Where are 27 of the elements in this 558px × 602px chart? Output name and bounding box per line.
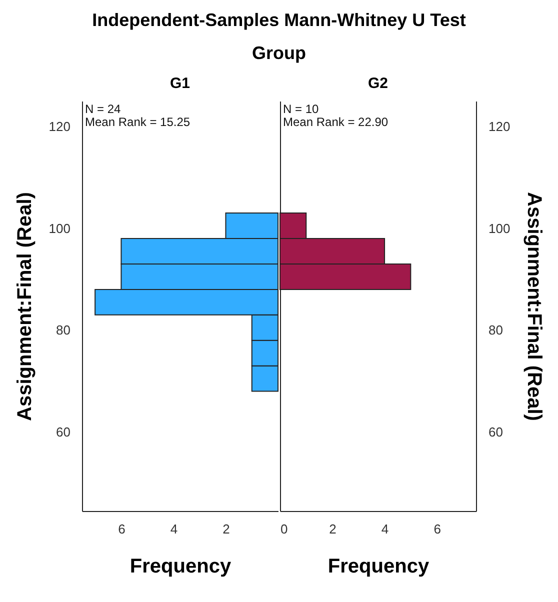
annotation: Mean Rank = 22.90	[283, 115, 388, 129]
x-tick-label: 2	[329, 522, 336, 536]
text: G1	[170, 75, 190, 92]
y-tick-label: 120	[488, 118, 510, 134]
x-tick-label: 4	[170, 522, 178, 536]
y-tick-label: 60	[488, 424, 503, 440]
x-tick-label: 2	[222, 522, 230, 536]
y-tick-label: 80	[488, 322, 503, 338]
chart-title: Independent-Samples Mann-Whitney U Test	[91, 10, 467, 31]
y-tick-label: 60	[56, 424, 70, 440]
y-tick-label: 80	[56, 322, 70, 338]
x-tick-label: 6	[434, 522, 441, 536]
annotation: Mean Rank = 15.25	[85, 115, 190, 129]
y-tick-label: 120	[48, 118, 70, 134]
annotation: N = 24	[85, 102, 122, 116]
x-axis-title: Frequency	[328, 556, 430, 578]
y-tick-label: 100	[488, 220, 510, 236]
annotation: N = 10	[283, 102, 320, 116]
x-axis-title: Frequency	[130, 556, 232, 578]
chart-subtitle: Group	[251, 43, 307, 64]
x-tick-label: 0	[280, 522, 288, 536]
x-tick-label: 4	[381, 522, 389, 536]
text: G2	[368, 75, 388, 92]
y-tick-label: 100	[48, 220, 70, 236]
y-axis-title: Assignment:Final (Real)	[523, 192, 546, 421]
x-tick-label: 6	[118, 522, 126, 536]
y-axis-title: Assignment:Final (Real)	[14, 192, 36, 421]
